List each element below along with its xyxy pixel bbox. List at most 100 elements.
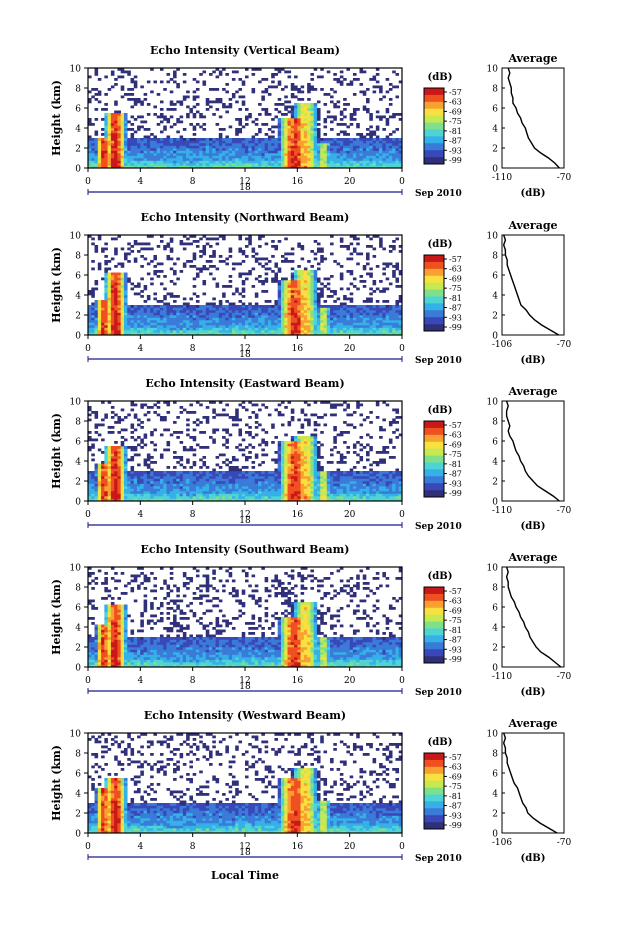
heatmap-cell: [343, 108, 347, 111]
heatmap-cell: [264, 277, 269, 281]
heatmap-cell: [156, 478, 161, 482]
heatmap-cell: [120, 456, 125, 459]
heatmap-cell: [346, 312, 350, 316]
heatmap-cell: [316, 332, 321, 336]
heatmap-cell: [159, 160, 164, 164]
heatmap-cell: [326, 310, 331, 313]
heatmap-cell: [228, 165, 233, 169]
heatmap-cell: [153, 105, 157, 109]
heatmap-cell: [339, 275, 344, 278]
heatmap-cell: [356, 78, 360, 81]
heatmap-cell: [146, 498, 151, 502]
heatmap-cell: [307, 320, 311, 323]
heatmap-cell: [349, 113, 354, 116]
heatmap-cell: [254, 307, 259, 311]
heatmap-cell: [186, 478, 190, 482]
heatmap-cell: [264, 290, 269, 293]
heatmap-cell: [120, 125, 125, 129]
heatmap-cell: [392, 138, 396, 141]
heatmap-cell: [195, 496, 200, 499]
heatmap-cell: [326, 295, 331, 298]
heatmap-cell: [369, 272, 373, 276]
heatmap-cell: [264, 272, 269, 276]
heatmap-cell: [123, 317, 128, 321]
heatmap-cell: [176, 160, 180, 164]
heatmap-cell: [140, 307, 144, 311]
heatmap-cell: [101, 277, 105, 281]
heatmap-cell: [222, 235, 226, 238]
heatmap-cell: [107, 448, 112, 452]
heatmap-cell: [140, 327, 144, 331]
heatmap-cell: [150, 493, 154, 497]
heatmap-cell: [218, 300, 223, 303]
heatmap-cell: [120, 451, 125, 454]
heatmap-cell: [231, 307, 236, 311]
heatmap-cell: [130, 403, 135, 407]
heatmap-cell: [323, 317, 328, 321]
heatmap-cell: [123, 300, 128, 303]
heatmap-cell: [228, 275, 233, 278]
heatmap-cell: [313, 257, 318, 261]
heatmap-cell: [280, 325, 285, 328]
heatmap-cell: [375, 115, 380, 119]
heatmap-cell: [186, 150, 190, 154]
heatmap-cell: [179, 120, 184, 124]
heatmap-cell: [163, 310, 167, 313]
heatmap-cell: [238, 262, 243, 266]
heatmap-cell: [215, 158, 220, 161]
heatmap-cell: [150, 433, 154, 437]
heatmap-cell: [182, 143, 187, 146]
heatmap-cell: [251, 325, 256, 328]
heatmap-cell: [156, 473, 161, 477]
heatmap-cell: [339, 123, 344, 126]
heatmap-cell: [313, 270, 318, 273]
heatmap-cell: [159, 108, 164, 111]
heatmap-cell: [186, 148, 190, 151]
heatmap-cell: [336, 310, 341, 313]
heatmap-cell: [173, 491, 177, 494]
heatmap-cell: [133, 320, 138, 323]
heatmap-cell: [241, 483, 246, 487]
heatmap-cell: [110, 327, 115, 331]
heatmap-cell: [120, 68, 125, 71]
heatmap-cell: [110, 486, 115, 489]
heatmap-cell: [101, 438, 105, 442]
heatmap-cell: [313, 295, 318, 298]
heatmap-cell: [297, 133, 301, 136]
heatmap-cell: [212, 438, 216, 442]
heatmap-cell: [215, 315, 220, 318]
heatmap-cell: [326, 307, 331, 311]
heatmap-cell: [231, 488, 236, 492]
heatmap-cell: [150, 332, 154, 336]
heatmap-cell: [110, 165, 115, 169]
heatmap-cell: [356, 155, 360, 159]
heatmap-cell: [202, 456, 207, 459]
heatmap-cell: [218, 100, 223, 104]
heatmap-cell: [369, 158, 373, 161]
heatmap-cell: [241, 486, 246, 489]
heatmap-cell: [163, 165, 167, 169]
heatmap-cell: [379, 325, 383, 328]
heatmap-cell: [91, 493, 95, 497]
heatmap-cell: [120, 498, 125, 502]
heatmap-cell: [104, 310, 108, 313]
heatmap-cell: [166, 473, 171, 477]
heatmap-cell: [101, 138, 105, 141]
heatmap-cell: [284, 252, 288, 256]
heatmap-cell: [294, 305, 298, 308]
heatmap-cell: [107, 295, 112, 298]
heatmap-cell: [120, 332, 125, 336]
heatmap-cell: [146, 493, 151, 497]
heatmap-cell: [310, 125, 314, 129]
heatmap-cell: [137, 150, 141, 154]
heatmap-cell: [146, 406, 151, 409]
heatmap-cell: [277, 312, 282, 316]
heatmap-cell: [176, 456, 180, 459]
heatmap-cell: [300, 270, 305, 273]
heatmap-cell: [169, 90, 174, 94]
heatmap-cell: [140, 483, 144, 487]
heatmap-cell: [359, 83, 364, 86]
heatmap-cell: [117, 305, 122, 308]
heatmap-cell: [199, 310, 203, 313]
heatmap-cell: [274, 85, 279, 89]
